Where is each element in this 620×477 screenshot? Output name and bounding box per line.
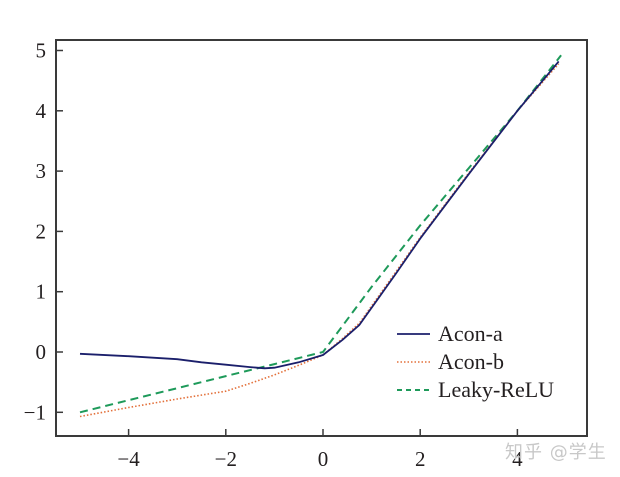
x-tick-label: 4	[512, 447, 523, 471]
y-tick-label: 1	[36, 280, 47, 304]
y-tick-label: 3	[36, 159, 47, 183]
x-tick-label: 0	[318, 447, 329, 471]
y-tick-label: −1	[24, 400, 46, 424]
legend: Acon-a Acon-b Leaky-ReLU	[397, 321, 554, 402]
legend-label: Leaky-ReLU	[438, 377, 554, 402]
legend-label: Acon-a	[438, 321, 503, 346]
x-axis: −4 −2 0 2 4	[117, 429, 523, 471]
x-tick-label: −2	[215, 447, 237, 471]
series-line-acon-a	[79, 60, 560, 370]
legend-label: Acon-b	[438, 349, 504, 374]
y-tick-label: 0	[36, 340, 47, 364]
y-tick-label: 2	[36, 219, 47, 243]
x-tick-label: 2	[415, 447, 426, 471]
y-tick-label: 4	[36, 99, 47, 123]
y-axis: −1 0 1 2 3 4 5	[24, 39, 63, 424]
y-tick-label: 5	[36, 39, 47, 63]
series-line-leaky-relu	[79, 54, 562, 414]
watermark: 知乎 @学生	[505, 442, 607, 463]
plot-frame	[55, 39, 588, 437]
series-layer	[79, 54, 562, 418]
x-tick-label: −4	[117, 447, 140, 471]
